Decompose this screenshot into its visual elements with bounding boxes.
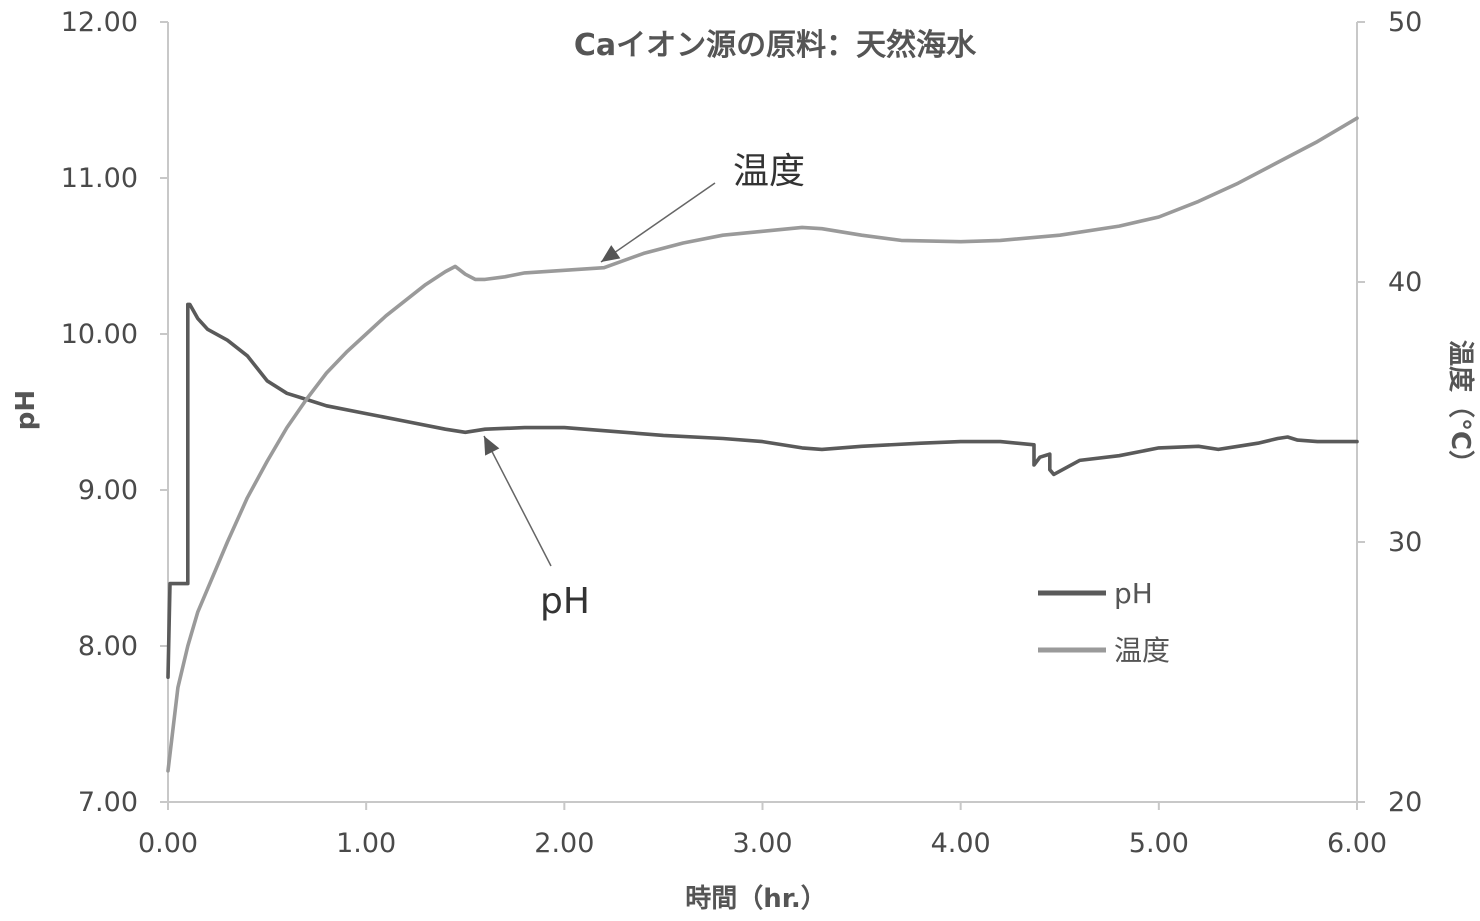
tick-layer: 0.00 1.00 2.00 3.00 4.00 5.00 6.00 7.00 8.00 9.00… bbox=[61, 7, 1423, 859]
x-tick-label: 5.00 bbox=[1129, 828, 1189, 859]
annotation-layer: 温度 pH bbox=[484, 151, 805, 622]
temperature-callout-arrow-head bbox=[601, 245, 620, 262]
y-tick-label: 10.00 bbox=[61, 319, 138, 350]
x-tick-label: 2.00 bbox=[534, 828, 594, 859]
axes-group bbox=[168, 22, 1357, 802]
y-tick-label: 7.00 bbox=[78, 787, 138, 818]
legend: pH 温度 bbox=[1038, 577, 1170, 667]
y-tick-label: 8.00 bbox=[78, 631, 138, 662]
x-axis-title: 時間（hr.） bbox=[685, 884, 827, 914]
x-tick-label: 6.00 bbox=[1327, 828, 1387, 859]
legend-label-ph: pH bbox=[1114, 577, 1153, 610]
y-tick-label: 11.00 bbox=[61, 163, 138, 194]
ph-callout-arrow-head bbox=[484, 436, 499, 456]
y2-tick-label: 30 bbox=[1388, 527, 1422, 558]
x-tick-label: 0.00 bbox=[138, 828, 198, 859]
chart-title: Caイオン源の原料：天然海水 bbox=[574, 28, 977, 63]
y2-tick-label: 20 bbox=[1388, 787, 1422, 818]
x-tick-label: 4.00 bbox=[931, 828, 991, 859]
x-tick-label: 1.00 bbox=[336, 828, 396, 859]
temperature-annotation: 温度 bbox=[733, 151, 805, 192]
x-tick-label: 3.00 bbox=[732, 828, 792, 859]
series-layer bbox=[168, 118, 1357, 771]
ph-annotation: pH bbox=[540, 581, 590, 622]
y-axis-left-title: pH bbox=[11, 390, 41, 430]
ph-callout-arrow-line bbox=[484, 436, 551, 566]
y2-tick-label: 50 bbox=[1388, 7, 1422, 38]
y-tick-label: 12.00 bbox=[61, 7, 138, 38]
y-tick-label: 9.00 bbox=[78, 475, 138, 506]
y2-tick-label: 40 bbox=[1388, 267, 1422, 298]
ph-series-line bbox=[168, 304, 1357, 677]
legend-label-temperature: 温度 bbox=[1114, 634, 1170, 667]
temperature-series-line bbox=[168, 118, 1357, 771]
y-axis-right-title: 温度（°C） bbox=[1445, 340, 1476, 476]
